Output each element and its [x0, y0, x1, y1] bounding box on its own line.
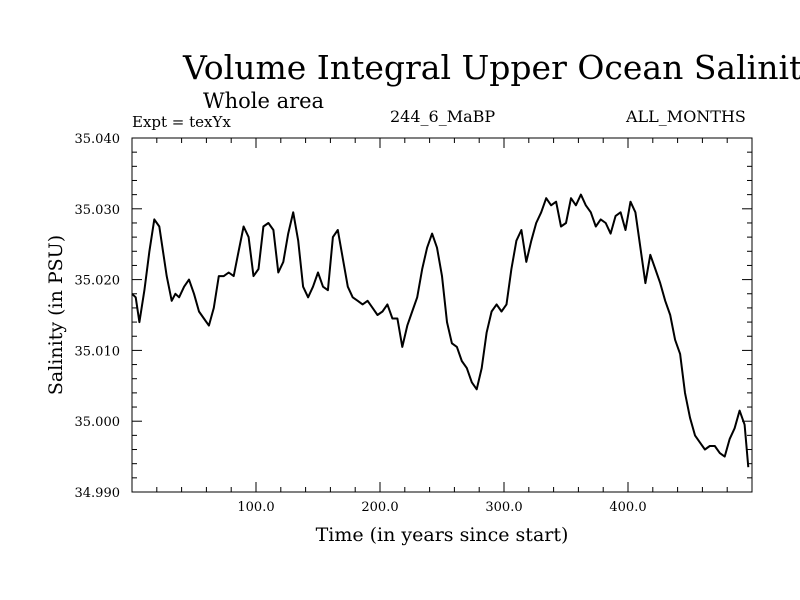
- y-tick-label: 35.000: [75, 415, 121, 430]
- y-tick-label: 34.990: [75, 486, 121, 501]
- months-label: ALL_MONTHS: [626, 107, 746, 126]
- x-tick-label: 300.0: [485, 500, 522, 515]
- x-tick-label: 200.0: [361, 500, 398, 515]
- x-tick-label: 100.0: [237, 500, 274, 515]
- chart-subtitle: Whole area: [203, 89, 325, 113]
- salinity-series-line: [131, 193, 750, 468]
- plot-frame: [131, 137, 753, 493]
- y-tick-label: 35.030: [75, 203, 121, 218]
- run-id-label: 244_6_MaBP: [390, 107, 496, 126]
- y-tick-label: 35.020: [75, 274, 121, 289]
- chart-title: Volume Integral Upper Ocean Salinity: [183, 48, 800, 87]
- axis-ticks: [132, 138, 752, 492]
- y-axis-label: Salinity (in PSU): [45, 235, 67, 395]
- experiment-label: Expt = texYx: [132, 113, 231, 131]
- y-tick-label: 35.010: [75, 344, 121, 359]
- x-tick-label: 400.0: [609, 500, 646, 515]
- x-axis-label: Time (in years since start): [316, 524, 569, 546]
- y-tick-label: 35.040: [75, 132, 121, 147]
- axis-tick-labels: 100.0 200.0 300.0 400.0 34.990 35.000 35.010 35…: [75, 132, 647, 515]
